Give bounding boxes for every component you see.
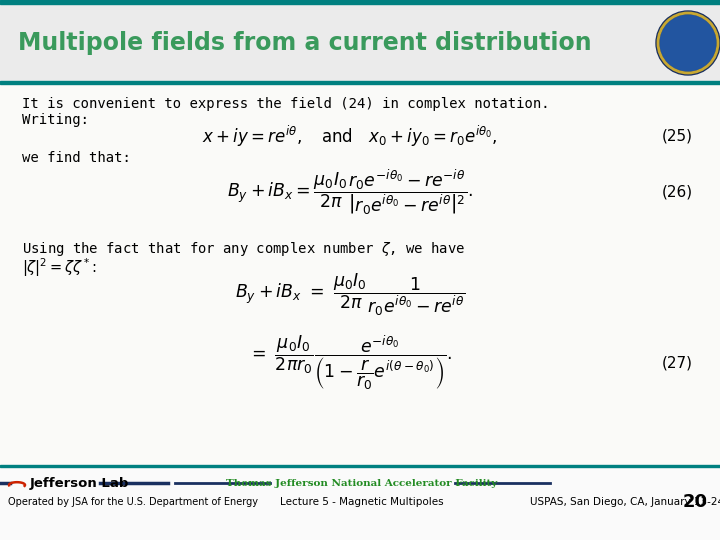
Bar bbox=[0, 84, 720, 465]
Text: $B_y + iB_x = \dfrac{\mu_0 I_0}{2\pi} \dfrac{r_0 e^{-i\theta_0} - re^{-i\theta}}: $B_y + iB_x = \dfrac{\mu_0 I_0}{2\pi} \d… bbox=[227, 167, 473, 217]
Text: Lecture 5 - Magnetic Multipoles: Lecture 5 - Magnetic Multipoles bbox=[280, 497, 444, 507]
Text: 20: 20 bbox=[683, 493, 708, 511]
Circle shape bbox=[656, 11, 720, 75]
Text: $|\zeta|^2 = \zeta\zeta^*$:: $|\zeta|^2 = \zeta\zeta^*$: bbox=[22, 256, 96, 279]
Text: Multipole fields from a current distribution: Multipole fields from a current distribu… bbox=[18, 31, 592, 55]
Text: (26): (26) bbox=[662, 185, 693, 199]
Bar bbox=[0, 0, 720, 82]
Bar bbox=[0, 0, 720, 4]
Text: Jefferson Lab: Jefferson Lab bbox=[30, 476, 130, 489]
Text: Thomas Jefferson National Accelerator Facility: Thomas Jefferson National Accelerator Fa… bbox=[226, 478, 498, 488]
Text: Writing:: Writing: bbox=[22, 113, 89, 127]
Bar bbox=[0, 81, 720, 84]
Text: $B_y + iB_x \ = \ \dfrac{\mu_0 I_0}{2\pi} \dfrac{1}{r_0 e^{i\theta_0} - re^{i\th: $B_y + iB_x \ = \ \dfrac{\mu_0 I_0}{2\pi… bbox=[235, 272, 465, 318]
Text: (25): (25) bbox=[662, 129, 693, 144]
Text: $x + iy = re^{i\theta},$$\quad$and$\quad$$x_0 + iy_0 = r_0 e^{i\theta_0},$: $x + iy = re^{i\theta},$$\quad$and$\quad… bbox=[202, 124, 498, 149]
Circle shape bbox=[660, 15, 716, 71]
Bar bbox=[0, 465, 720, 467]
Text: Operated by JSA for the U.S. Department of Energy: Operated by JSA for the U.S. Department … bbox=[8, 497, 258, 507]
Text: It is convenient to express the field (24) in complex notation.: It is convenient to express the field (2… bbox=[22, 97, 549, 111]
Text: $= \ \dfrac{\mu_0 I_0}{2\pi r_0} \dfrac{e^{-i\theta_0}}{\left(1 - \dfrac{r}{r_0}: $= \ \dfrac{\mu_0 I_0}{2\pi r_0} \dfrac{… bbox=[248, 334, 452, 392]
Text: (27): (27) bbox=[662, 355, 693, 370]
Text: USPAS, San Diego, CA, January 13-24, 2020: USPAS, San Diego, CA, January 13-24, 202… bbox=[530, 497, 720, 507]
Bar bbox=[0, 465, 720, 540]
Text: Using the fact that for any complex number $\zeta$, we have: Using the fact that for any complex numb… bbox=[22, 240, 465, 258]
Text: we find that:: we find that: bbox=[22, 151, 131, 165]
